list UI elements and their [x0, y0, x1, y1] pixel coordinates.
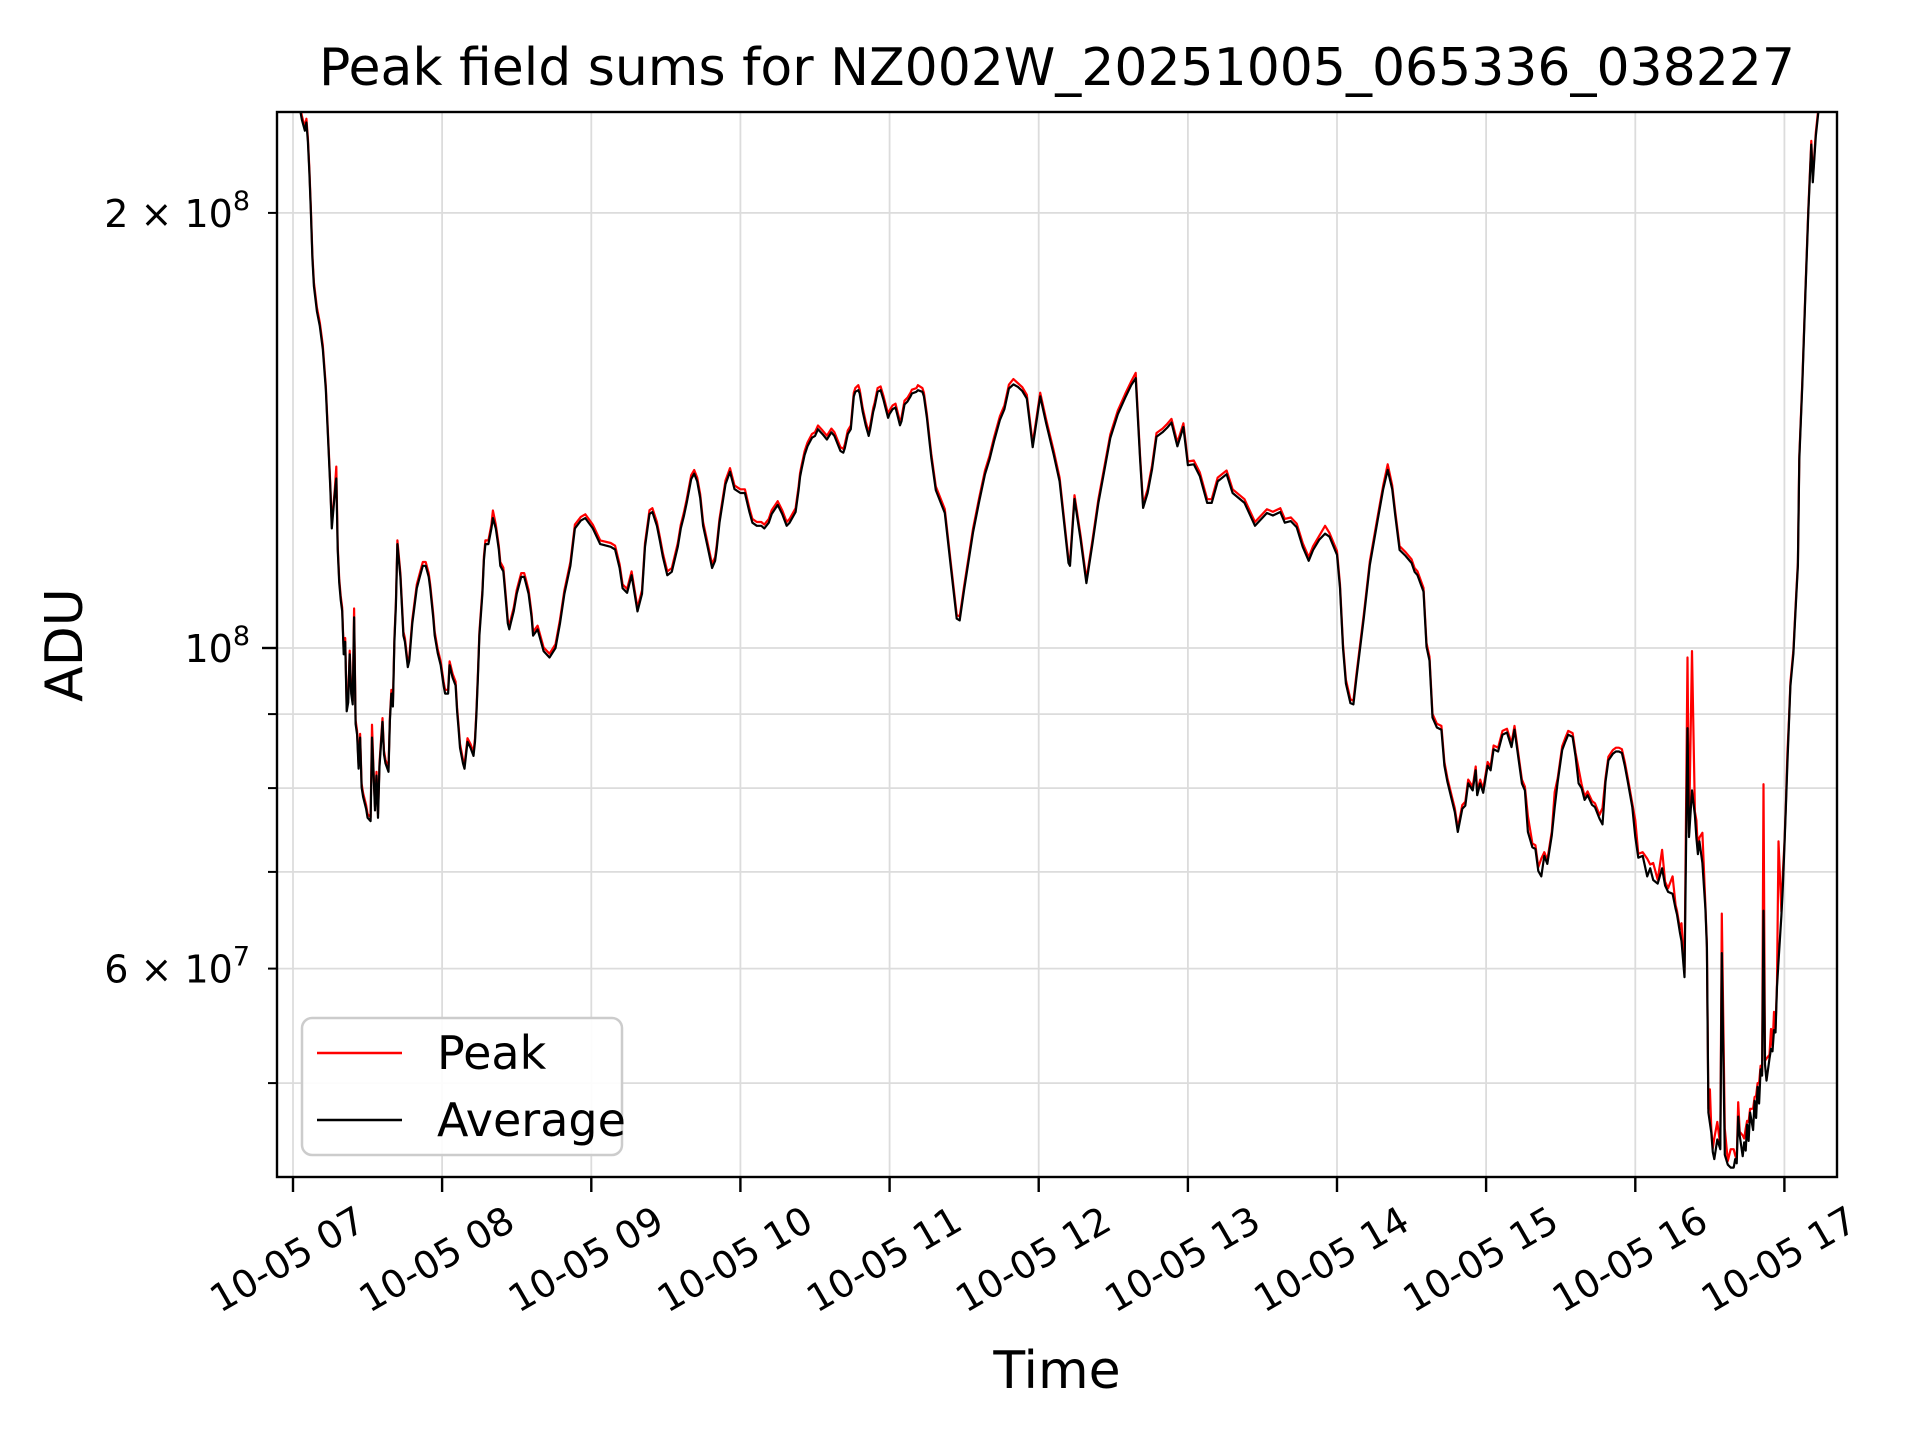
- legend-label-average: Average: [437, 1093, 626, 1147]
- y-tick-label: 2 × 108: [104, 186, 250, 236]
- x-axis-label: Time: [992, 1341, 1120, 1401]
- y-tick-label: 108: [184, 621, 250, 671]
- y-axis: 2 × 108 108 6 × 107: [104, 186, 277, 1085]
- legend-label-peak: Peak: [437, 1026, 547, 1080]
- axes-spines: [275, 110, 1839, 1179]
- grid-group: [277, 112, 1837, 1177]
- y-axis-label: ADU: [35, 588, 95, 702]
- chart-title: Peak field sums for NZ002W_20251005_0653…: [319, 38, 1795, 98]
- legend: Peak Average: [300, 1016, 626, 1157]
- y-tick-label: 6 × 107: [104, 942, 250, 992]
- series-group: [299, 112, 1820, 1169]
- average-line: [299, 112, 1820, 1169]
